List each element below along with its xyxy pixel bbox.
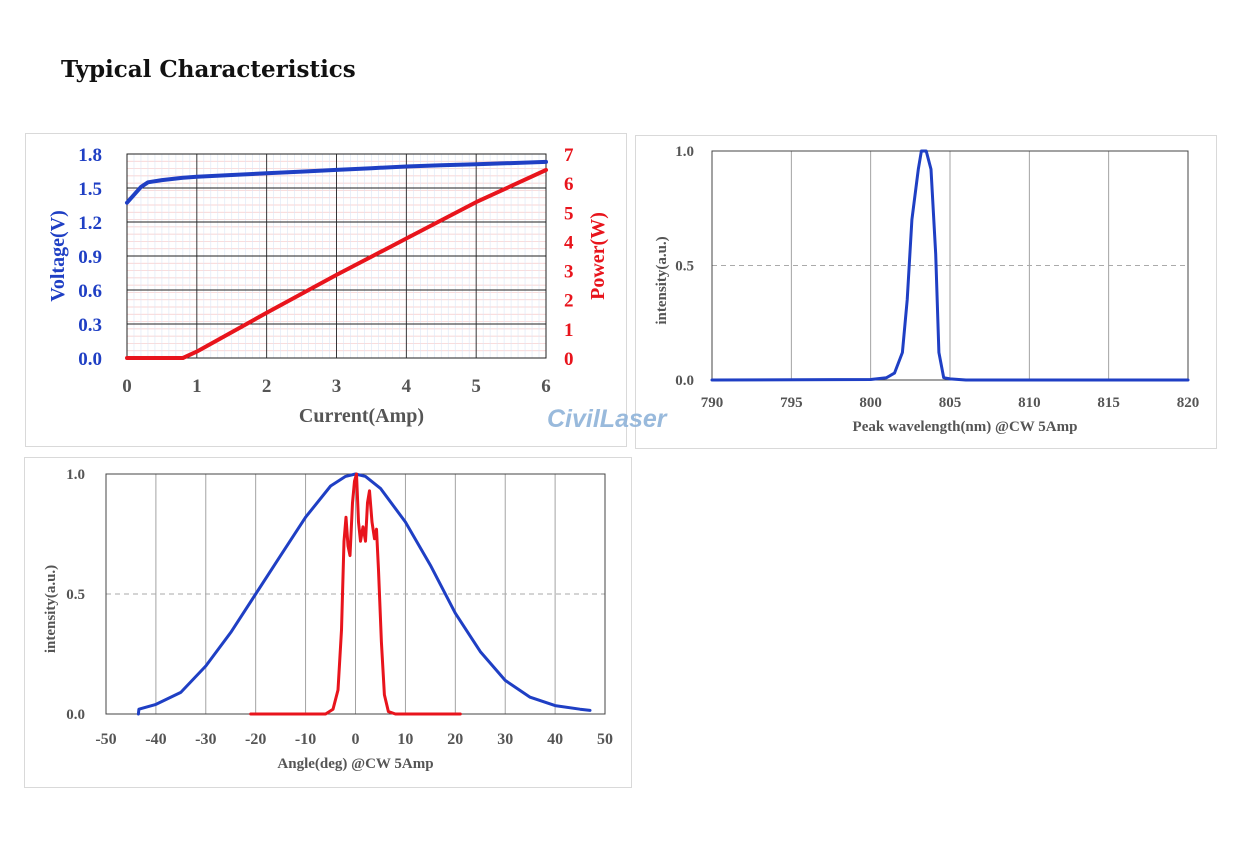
x-tick-label: 40 — [547, 731, 563, 748]
y-axis-label: intensity(a.u.) — [654, 236, 670, 324]
x-tick-label: 810 — [1018, 395, 1041, 411]
y2-axis-label: Power(W) — [587, 212, 609, 300]
y-tick-label: 1.0 — [66, 467, 85, 483]
y2-tick-label: 1 — [564, 320, 574, 341]
x-tick-label: 4 — [402, 376, 412, 397]
y-tick-label: 0.0 — [78, 349, 102, 370]
y-tick-label: 0.5 — [66, 587, 85, 603]
y2-tick-label: 0 — [564, 349, 574, 370]
far-field-chart: -50 -40 -30 -20 -10 0 10 20 30 40 50 0.0 0.5 1.0 Angle… — [43, 467, 613, 772]
spectrum-chart-panel: 790 795 800 805 810 815 820 0.0 0.5 1.0 Peak wavel… — [635, 135, 1217, 449]
y2-tick-label: 2 — [564, 291, 574, 312]
x-tick-label: 790 — [701, 395, 724, 411]
y-tick-label: 0.3 — [78, 315, 102, 336]
spectrum-series-line — [710, 149, 1190, 382]
x-axis-label: Peak wavelength(nm) @CW 5Amp — [853, 419, 1078, 435]
y2-tick-label: 6 — [564, 174, 574, 195]
x-tick-label: 20 — [447, 731, 463, 748]
y-tick-label: 0.0 — [66, 707, 85, 723]
y-tick-label: 0.9 — [78, 247, 102, 268]
iv-power-chart: 0 1 2 3 4 5 6 0.0 0.3 0.6 0.9 1.2 1.5 1.8 0 1 2 3 4 5 6 7 Curr… — [47, 145, 609, 427]
y-tick-label: 0.6 — [78, 281, 102, 302]
x-tick-label: -10 — [295, 731, 316, 748]
y2-tick-label: 5 — [564, 203, 574, 224]
x-tick-label: 30 — [497, 731, 513, 748]
x-tick-label: 2 — [262, 376, 272, 397]
x-tick-label: 800 — [859, 395, 882, 411]
watermark-logo: CivilLaser — [547, 405, 667, 433]
x-tick-label: -20 — [245, 731, 266, 748]
x-tick-label: 3 — [332, 376, 342, 397]
x-tick-label: 5 — [471, 376, 481, 397]
x-tick-label: -40 — [145, 731, 166, 748]
page-title: Typical Characteristics — [61, 56, 356, 83]
x-tick-label: 805 — [939, 395, 962, 411]
y-tick-label: 1.5 — [78, 179, 102, 200]
x-tick-label: -30 — [195, 731, 216, 748]
x-tick-label: 50 — [597, 731, 613, 748]
x-tick-label: -50 — [95, 731, 116, 748]
y2-tick-label: 3 — [564, 262, 574, 283]
x-tick-label: 10 — [397, 731, 413, 748]
plot-frame — [126, 153, 547, 359]
y-axis-label: Voltage(V) — [47, 210, 69, 301]
x-axis-label: Current(Amp) — [299, 405, 424, 427]
x-tick-label: 815 — [1097, 395, 1120, 411]
iv-power-chart-panel: 0 1 2 3 4 5 6 0.0 0.3 0.6 0.9 1.2 1.5 1.8 0 1 2 3 4 5 6 7 Curr… — [25, 133, 627, 447]
y-tick-label: 1.8 — [78, 145, 102, 166]
x-tick-label: 0 — [122, 376, 132, 397]
x-tick-label: 6 — [541, 376, 551, 397]
slow-axis-series-line — [249, 472, 462, 716]
y-tick-label: 0.0 — [675, 373, 694, 389]
y2-tick-label: 7 — [564, 145, 574, 166]
far-field-chart-panel: -50 -40 -30 -20 -10 0 10 20 30 40 50 0.0 0.5 1.0 Angle… — [24, 457, 632, 788]
x-tick-label: 0 — [352, 731, 360, 748]
y-tick-label: 1.2 — [78, 213, 102, 234]
y2-tick-label: 4 — [564, 232, 574, 253]
x-tick-label: 795 — [780, 395, 803, 411]
x-axis-label: Angle(deg) @CW 5Amp — [277, 756, 433, 772]
spectrum-chart: 790 795 800 805 810 815 820 0.0 0.5 1.0 Peak wavel… — [654, 144, 1200, 435]
y-axis-label: intensity(a.u.) — [43, 565, 59, 653]
y-tick-label: 1.0 — [675, 144, 694, 160]
power-series-line — [125, 168, 548, 360]
voltage-series-line — [125, 159, 548, 205]
x-tick-label: 1 — [192, 376, 202, 397]
x-tick-label: 820 — [1177, 395, 1200, 411]
y-tick-label: 0.5 — [675, 259, 694, 275]
